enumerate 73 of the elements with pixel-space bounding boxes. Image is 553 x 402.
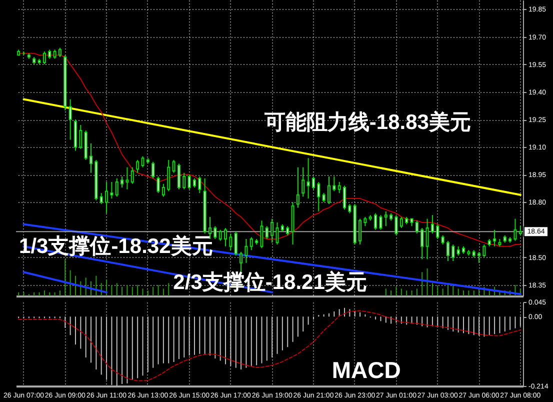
candlestick xyxy=(100,192,103,205)
candlestick xyxy=(348,204,352,214)
candlestick xyxy=(126,166,129,190)
candlestick xyxy=(240,251,243,273)
candlestick xyxy=(115,178,118,198)
candlestick xyxy=(338,182,341,194)
candlestick xyxy=(302,166,305,198)
candlestick xyxy=(120,176,124,188)
candlestick xyxy=(374,212,378,230)
candlestick xyxy=(177,163,180,190)
candlestick xyxy=(430,214,434,234)
candlestick xyxy=(306,158,310,200)
candlestick xyxy=(482,244,486,258)
candlestick xyxy=(415,220,418,234)
candlestick xyxy=(436,224,440,240)
candlestick xyxy=(296,166,300,208)
candlestick xyxy=(384,210,388,227)
candlestick xyxy=(79,124,82,150)
candlestick xyxy=(68,98,72,140)
candlestick xyxy=(514,218,517,242)
candlestick xyxy=(364,216,367,227)
candlestick xyxy=(48,49,52,60)
candlestick xyxy=(322,192,326,203)
line-series xyxy=(18,310,521,382)
candlestick xyxy=(224,227,228,247)
candlestick xyxy=(452,244,455,262)
candlestick xyxy=(110,182,114,200)
candlestick xyxy=(141,156,144,168)
candlestick xyxy=(182,172,186,190)
candlestick xyxy=(420,227,424,260)
candlestick xyxy=(446,240,450,262)
candlestick xyxy=(312,176,315,190)
candlestick xyxy=(152,161,155,179)
candlestick xyxy=(229,232,232,251)
candlestick xyxy=(214,226,217,240)
candlestick xyxy=(172,159,176,174)
candlestick xyxy=(42,50,46,65)
candlestick xyxy=(53,49,56,60)
candlestick xyxy=(276,222,279,246)
candlestick xyxy=(327,176,330,205)
candlestick xyxy=(198,176,202,194)
candlestick xyxy=(317,182,320,212)
candlestick xyxy=(192,178,196,188)
candlestick xyxy=(332,176,336,192)
candlestick xyxy=(441,234,444,246)
candlestick xyxy=(90,142,93,174)
candlestick xyxy=(379,214,382,230)
candlestick xyxy=(218,229,222,242)
candlestick xyxy=(130,166,134,184)
candlestick xyxy=(270,218,274,244)
candlestick xyxy=(265,226,268,240)
candlestick xyxy=(400,216,403,228)
annotation: 可能阻力线-18.83美元 xyxy=(263,110,471,134)
candlestick xyxy=(250,236,253,251)
candlestick xyxy=(493,229,496,247)
candlestick xyxy=(394,214,398,236)
candlestick xyxy=(343,185,346,210)
candlestick xyxy=(58,47,62,58)
annotation: MACD xyxy=(332,356,401,383)
candlestick xyxy=(105,182,108,214)
candlestick xyxy=(188,174,191,190)
candlestick xyxy=(156,176,160,194)
candlestick xyxy=(162,183,165,198)
candlestick xyxy=(234,231,238,256)
candlestick xyxy=(426,218,429,260)
candlestick xyxy=(456,246,460,256)
candlestick xyxy=(136,159,140,174)
candlestick xyxy=(260,220,264,249)
candlestick xyxy=(286,226,290,236)
candlestick xyxy=(244,238,248,264)
candlestick xyxy=(478,251,481,264)
candlestick xyxy=(167,159,170,192)
candlestick xyxy=(358,218,362,246)
